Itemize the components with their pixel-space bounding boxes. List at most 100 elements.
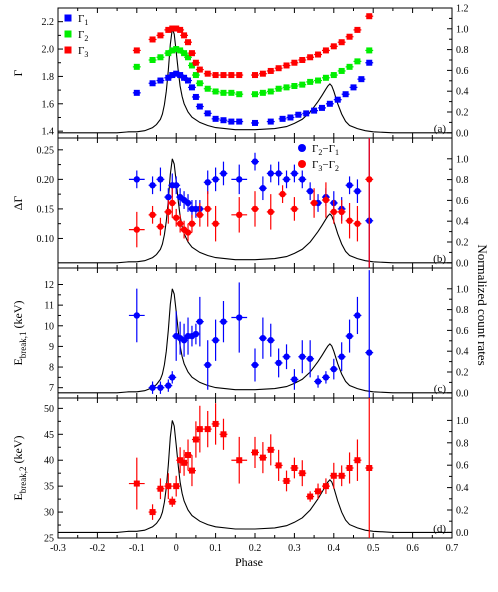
data-point bbox=[275, 170, 282, 177]
data-point bbox=[338, 353, 345, 360]
data-point bbox=[346, 217, 353, 224]
legend-marker bbox=[64, 30, 72, 38]
panels-layer: 1.4 1.6 1.8 2.0 2.2 0.0 0.2 0.4 0.6 0.8 1.0 1.2 Γ (a)… bbox=[11, 4, 469, 555]
data-point bbox=[185, 77, 192, 84]
y2-tick-label: 0.0 bbox=[456, 258, 469, 269]
data-point bbox=[220, 318, 227, 325]
data-point bbox=[149, 36, 156, 43]
data-point bbox=[176, 220, 184, 227]
data-point bbox=[307, 78, 314, 85]
data-point bbox=[212, 72, 219, 79]
data-point bbox=[350, 84, 357, 91]
y2-tick-label: 1.0 bbox=[456, 416, 469, 427]
data-point bbox=[188, 220, 196, 227]
data-point bbox=[334, 96, 341, 103]
data-point bbox=[133, 47, 140, 54]
data-point bbox=[311, 107, 318, 114]
data-point bbox=[157, 485, 164, 492]
data-point bbox=[252, 91, 258, 98]
legend-label: Γ3−Γ2 bbox=[312, 159, 339, 173]
series-Ebreak-1 bbox=[128, 270, 374, 398]
data-point bbox=[354, 58, 361, 65]
data-point bbox=[291, 59, 298, 66]
data-point bbox=[204, 85, 211, 92]
x-tick-label: 0.7 bbox=[446, 543, 459, 554]
legend-label: Γ2−Γ1 bbox=[312, 143, 339, 157]
series--3-2 bbox=[128, 138, 374, 268]
data-point bbox=[267, 337, 274, 344]
data-point bbox=[196, 80, 203, 87]
data-point bbox=[181, 459, 188, 466]
data-point bbox=[173, 46, 180, 53]
y-tick-label: 2.0 bbox=[42, 45, 55, 56]
data-point bbox=[306, 187, 314, 195]
data-point bbox=[330, 72, 337, 79]
y2-tick-label: 0.8 bbox=[456, 45, 469, 56]
data-point bbox=[251, 205, 259, 213]
data-point bbox=[192, 59, 199, 66]
x-tick-label: 0.1 bbox=[209, 543, 222, 554]
y-tick-label: 8 bbox=[49, 363, 54, 374]
x-tick-label: 0 bbox=[174, 543, 179, 554]
data-point bbox=[177, 457, 184, 464]
data-point bbox=[185, 39, 192, 46]
data-point bbox=[338, 208, 345, 216]
data-point bbox=[181, 32, 188, 39]
data-point bbox=[354, 26, 361, 33]
data-point bbox=[169, 199, 176, 207]
data-point bbox=[220, 170, 227, 177]
x-tick-label: 0.4 bbox=[328, 543, 341, 554]
data-point bbox=[157, 384, 164, 391]
data-point bbox=[220, 117, 227, 124]
data-point bbox=[236, 211, 243, 219]
data-point bbox=[177, 47, 184, 54]
data-point bbox=[149, 509, 156, 516]
data-point bbox=[165, 26, 172, 33]
panel-label: (d) bbox=[433, 523, 446, 535]
data-point bbox=[322, 483, 329, 490]
x-tick-label: 0.3 bbox=[288, 543, 301, 554]
legend-label: Γ2 bbox=[78, 29, 88, 43]
data-point bbox=[326, 100, 333, 107]
data-point bbox=[133, 480, 140, 487]
data-point bbox=[366, 465, 373, 471]
data-point bbox=[267, 208, 274, 216]
y2-tick-label: 0.4 bbox=[456, 347, 469, 358]
data-point bbox=[236, 91, 243, 98]
data-point bbox=[177, 72, 184, 79]
data-point bbox=[173, 25, 180, 32]
y2-tick-label: 1.2 bbox=[456, 4, 469, 15]
series--2 bbox=[132, 46, 374, 98]
data-point bbox=[275, 85, 282, 92]
data-point bbox=[188, 467, 195, 474]
data-point bbox=[196, 211, 204, 219]
data-point bbox=[173, 182, 180, 189]
data-point bbox=[354, 187, 361, 195]
data-point bbox=[291, 170, 298, 177]
y-tick-label: 12 bbox=[44, 280, 54, 291]
y2-tick-label: 1.0 bbox=[456, 284, 469, 295]
data-point bbox=[291, 205, 298, 213]
data-point bbox=[133, 176, 140, 183]
data-point bbox=[267, 118, 274, 125]
data-point bbox=[299, 57, 306, 63]
data-point bbox=[157, 32, 164, 39]
data-point bbox=[366, 13, 373, 20]
data-point bbox=[259, 89, 266, 96]
data-point bbox=[157, 176, 164, 183]
data-point bbox=[259, 454, 266, 461]
y2-tick-label: 0.8 bbox=[456, 305, 469, 316]
data-point bbox=[212, 420, 219, 427]
y2-tick-label: 0.4 bbox=[456, 87, 469, 98]
data-point bbox=[354, 457, 361, 464]
y-axis-title: Ebreak,1 (keV) bbox=[11, 300, 28, 365]
data-point bbox=[165, 193, 172, 201]
data-point bbox=[185, 54, 192, 61]
data-point bbox=[252, 119, 258, 126]
data-point bbox=[283, 176, 290, 183]
y-tick-label: 1.6 bbox=[42, 99, 55, 110]
data-point bbox=[188, 50, 195, 57]
legend: Γ2−Γ1 Γ3−Γ2 bbox=[298, 143, 339, 173]
data-point bbox=[149, 57, 156, 63]
y-tick-label: 35 bbox=[44, 482, 54, 493]
